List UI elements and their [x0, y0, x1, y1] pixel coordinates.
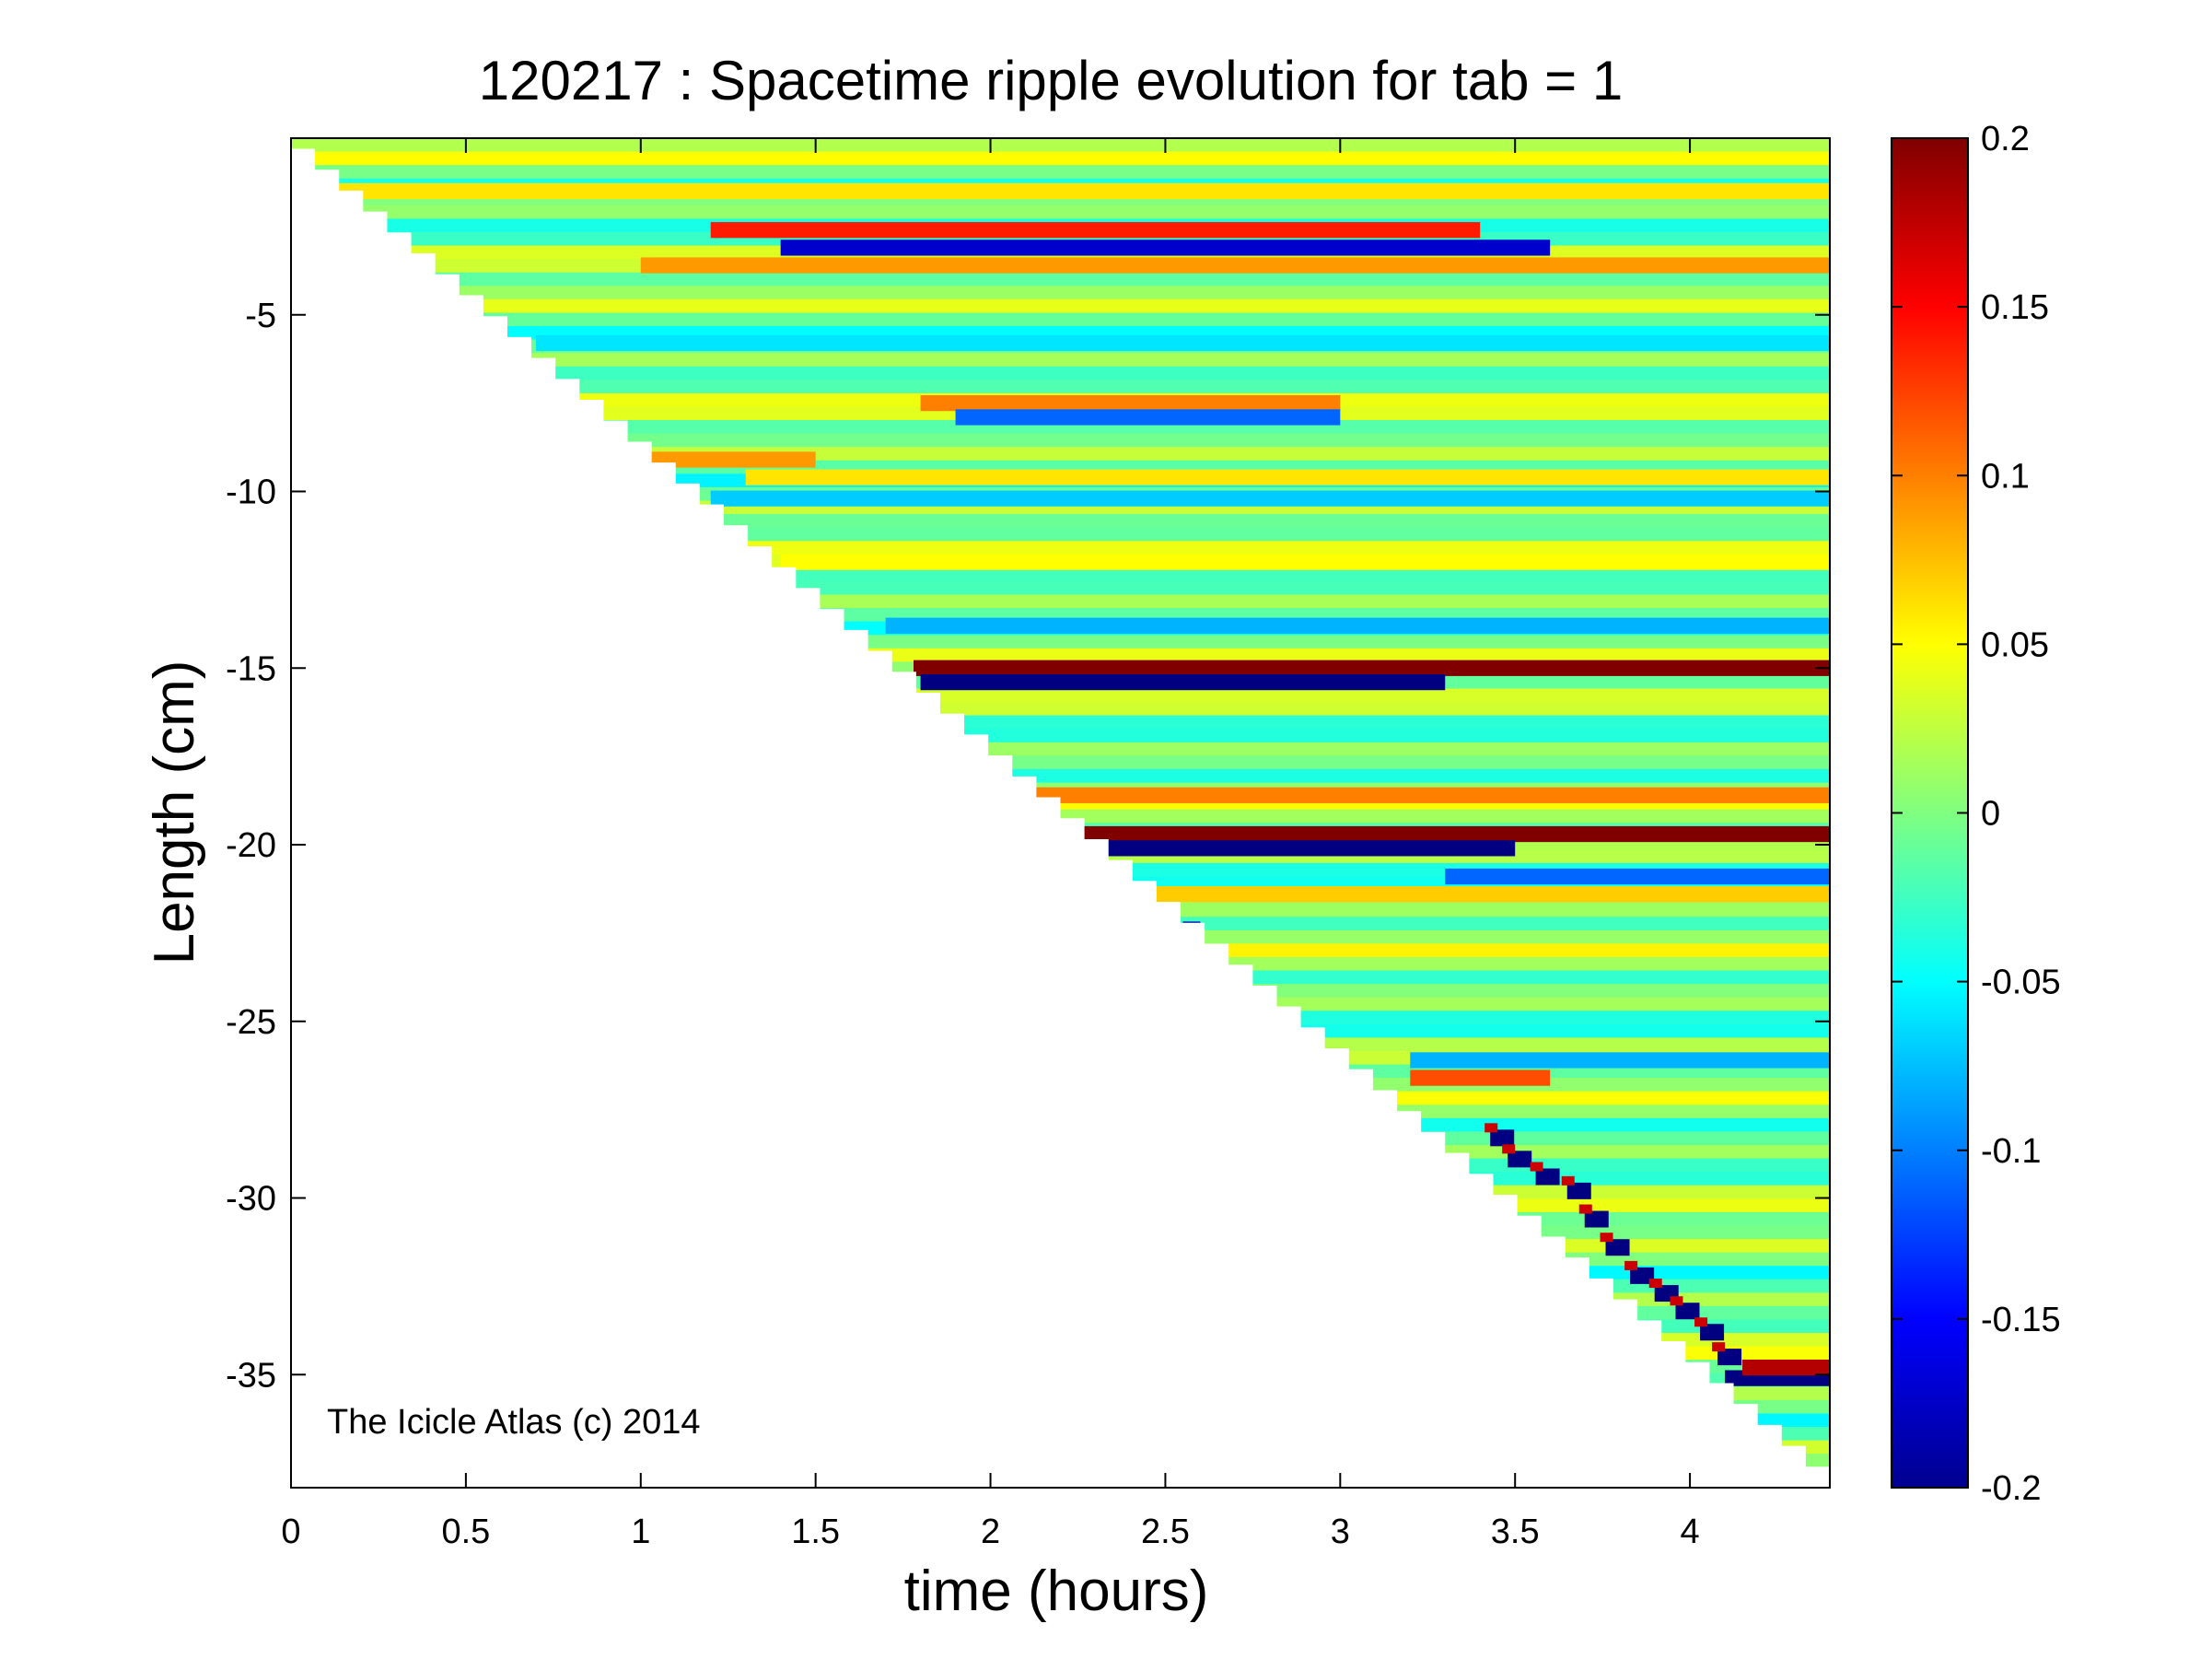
heatmap-tip-cell — [1600, 1233, 1613, 1243]
y-tick-label: -15 — [226, 649, 276, 688]
heatmap-ripple-band — [1410, 1069, 1551, 1086]
y-tick-label: -30 — [226, 1180, 276, 1219]
heatmap-ripple-band — [913, 660, 1830, 676]
heatmap-tip-cell — [1566, 1182, 1591, 1199]
plot-frame — [290, 137, 1831, 1489]
heatmap-ripple-band — [1742, 1359, 1830, 1376]
y-tick-label: -5 — [245, 297, 276, 335]
heatmap-ripple-band — [535, 334, 1830, 352]
heatmap-ripple-band — [640, 257, 1830, 274]
colorbar: 0.2 0.15 0.1 0.05 0 -0.05 -0.1 -0.15 -0.2 — [1891, 120, 2061, 1508]
heatmap-stripe — [291, 272, 1830, 286]
heatmap-ripple-band — [710, 222, 1481, 239]
x-tick-label: 4 — [1681, 1513, 1700, 1551]
colorbar-tick-label: 0.05 — [1981, 625, 2049, 664]
y-axis-title: Length (cm) — [143, 660, 206, 965]
heatmap-ripple-band — [745, 469, 1830, 485]
heatmap-tip-cell — [1630, 1267, 1655, 1284]
heatmap-ripple-band — [920, 673, 1446, 691]
heatmap-ripple-band — [1060, 825, 1830, 843]
y-tick-label: -10 — [226, 473, 276, 512]
heatmap-stripe — [291, 298, 1830, 313]
x-tick-label: 2.5 — [1141, 1513, 1190, 1551]
heatmap-tip-cell — [1535, 1168, 1560, 1186]
heatmap-ripple-band — [780, 240, 1551, 256]
y-tick-label: -35 — [226, 1356, 276, 1395]
heatmap-ripple-band — [640, 451, 816, 468]
colorbar-tick-label: -0.2 — [1981, 1469, 2041, 1508]
x-tick-label: 3 — [1331, 1513, 1350, 1551]
heatmap-stripe — [291, 366, 1830, 380]
heatmap-stripe — [291, 138, 1830, 153]
x-tick-label: 1 — [631, 1513, 650, 1551]
colorbar-tick-label: 0.1 — [1981, 457, 2030, 496]
heatmap-stripe — [291, 204, 1830, 219]
heatmap-tip-cell — [1712, 1342, 1726, 1352]
no-data-mask — [291, 148, 1830, 1488]
heatmap-tip-cell — [1624, 1260, 1638, 1270]
heatmap-ripple-band — [1445, 868, 1830, 885]
heatmap-tip-cell — [1508, 1151, 1532, 1168]
heatmap-tip-cell — [1700, 1324, 1725, 1341]
plot-area — [291, 138, 1830, 1488]
heatmap-ripple-band — [780, 554, 1830, 570]
x-tick-label: 3.5 — [1491, 1513, 1540, 1551]
heatmap-tip-cell — [1530, 1162, 1543, 1172]
heatmap-ripple-band — [1410, 1052, 1830, 1069]
colorbar-tick-label: 0.15 — [1981, 288, 2049, 327]
x-tick-label: 0.5 — [441, 1513, 490, 1551]
heatmap-ripple-band — [710, 490, 1830, 507]
heatmap-tip-cell — [1675, 1303, 1700, 1320]
heatmap-tip-trail — [1484, 1123, 1742, 1366]
colorbar-tick-label: -0.1 — [1981, 1132, 2041, 1171]
x-axis: 0 0.5 1 1.5 2 2.5 3 3.5 4 — [281, 138, 1700, 1551]
heatmap-tip-cell — [1605, 1239, 1630, 1256]
colorbar-tick-label: -0.15 — [1981, 1301, 2061, 1339]
heatmap-tip-cell — [1717, 1349, 1742, 1366]
heatmap-ripple-band — [885, 617, 1830, 634]
y-axis: -5 -10 -15 -20 -25 -30 -35 — [226, 297, 1830, 1395]
x-tick-label: 1.5 — [791, 1513, 840, 1551]
colorbar-tick-label: 0 — [1981, 795, 2000, 834]
heatmap-tip-cell — [1502, 1144, 1516, 1154]
heatmap-tip-cell — [1648, 1279, 1662, 1289]
heatmap-stripe — [291, 151, 1830, 166]
heatmap-tip-cell — [1561, 1175, 1575, 1186]
heatmap-tip-cell — [1490, 1129, 1515, 1147]
heatmap-ripple-band — [920, 395, 1341, 412]
x-tick-label: 0 — [281, 1513, 300, 1551]
heatmap-stripe — [291, 286, 1830, 300]
heatmap-ripple-band — [1007, 787, 1830, 803]
heatmap-stripe — [291, 312, 1830, 327]
x-axis-title: time (hours) — [904, 1560, 1209, 1623]
heatmap-stripe — [291, 433, 1830, 448]
chart-title: 120217 : Spacetime ripple evolution for … — [479, 50, 1623, 111]
watermark-text: The Icicle Atlas (c) 2014 — [327, 1403, 701, 1442]
heatmap-ripple-band — [325, 182, 1830, 200]
heatmap-tip-cell — [1578, 1204, 1592, 1214]
heatmap-stripe — [291, 165, 1830, 180]
heatmap-ripple-band — [955, 409, 1341, 426]
y-tick-label: -25 — [226, 1003, 276, 1042]
y-tick-label: -20 — [226, 826, 276, 865]
heatmap-stripe — [291, 420, 1830, 435]
heatmap-stripe — [291, 380, 1830, 394]
heatmap-ripple-bands — [325, 182, 1830, 1386]
heatmap-ripple-band — [1077, 840, 1516, 857]
colorbar-ticks: 0.2 0.15 0.1 0.05 0 -0.05 -0.1 -0.15 -0.2 — [1892, 120, 2061, 1508]
heatmap-tip-cell — [1670, 1296, 1683, 1306]
no-data-region — [291, 148, 1830, 1488]
heatmap-tip-cell — [1584, 1210, 1609, 1228]
heatmap-stripe — [291, 353, 1830, 368]
colorbar-tick-label: -0.05 — [1981, 964, 2061, 1002]
colorbar-gradient — [1891, 137, 1969, 1489]
colorbar-tick-label: 0.2 — [1981, 120, 2030, 158]
heatmap-ripple-band — [1130, 886, 1830, 903]
heatmap-tip-cell — [1694, 1317, 1708, 1327]
x-tick-label: 2 — [981, 1513, 1000, 1551]
heatmap-tip-cell — [1484, 1123, 1498, 1133]
